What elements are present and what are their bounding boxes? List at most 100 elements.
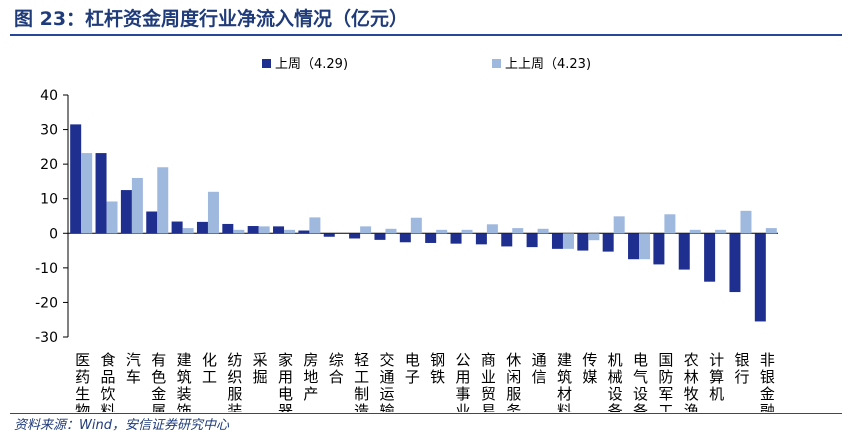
bar-prior-week <box>81 153 93 234</box>
x-category-label: 计算机 <box>709 351 724 403</box>
bar-prior-week <box>664 214 676 234</box>
bar-last-week <box>551 233 563 249</box>
bar-last-week <box>196 221 208 234</box>
bar-last-week <box>425 233 437 243</box>
bar-prior-week <box>639 233 651 260</box>
bar-last-week <box>247 226 259 234</box>
source-divider <box>10 413 842 414</box>
x-category-label: 有色金属 <box>151 351 166 412</box>
legend: 上周（4.29) 上上周（4.23) <box>262 57 591 72</box>
y-tick-label: 10 <box>40 192 58 208</box>
title-divider <box>10 34 842 36</box>
x-category-label: 家用电器 <box>278 351 293 412</box>
legend-label: 上上周（4.23) <box>505 57 591 72</box>
x-category-label: 商业贸易 <box>481 351 496 412</box>
y-tick-label: 40 <box>40 88 58 104</box>
bar-last-week <box>754 233 766 322</box>
legend-swatch <box>492 59 501 68</box>
bar-prior-week <box>436 229 448 234</box>
y-tick-label: -30 <box>35 330 58 346</box>
y-tick-label: -20 <box>35 295 58 311</box>
bar-last-week <box>95 153 107 234</box>
x-axis-labels: 医药生物食品饮料汽车有色金属建筑装饰化工纺织服装采掘家用电器房地产综合轻工制造交… <box>75 351 775 412</box>
bar-prior-week <box>740 210 752 234</box>
bar-last-week <box>120 190 132 234</box>
y-axis: 40 30 20 10 0 -10 -20 -30 <box>35 88 69 346</box>
bar-prior-week <box>486 224 498 234</box>
x-category-label: 银行 <box>734 351 749 386</box>
x-category-label: 纺织服装 <box>227 351 242 412</box>
x-category-label: 国防军工 <box>658 351 673 412</box>
x-category-label: 交通运输 <box>379 351 394 412</box>
legend-label: 上周（4.29) <box>275 57 348 72</box>
bars <box>68 124 778 322</box>
figure-title: 图 23：杠杆资金周度行业净流入情况（亿元） <box>14 8 409 30</box>
y-tick-label: 30 <box>40 123 58 139</box>
x-category-label: 农林牧渔 <box>684 351 699 412</box>
bar-prior-week <box>106 201 118 234</box>
bar-last-week <box>323 233 335 237</box>
bar-prior-week <box>562 233 574 249</box>
bar-prior-week <box>512 228 524 234</box>
bar-last-week <box>171 221 183 234</box>
bar-prior-week <box>715 229 727 234</box>
x-category-label: 传媒 <box>582 351 597 386</box>
bar-last-week <box>374 233 386 240</box>
bar-prior-week <box>410 217 422 234</box>
bar-prior-week <box>182 228 194 234</box>
bar-last-week <box>678 233 690 270</box>
x-category-label: 医药生物 <box>75 351 90 412</box>
x-category-label: 通信 <box>532 351 547 386</box>
bar-prior-week <box>385 228 397 234</box>
bar-last-week <box>628 233 640 260</box>
x-category-label: 机械设备 <box>608 351 623 412</box>
x-category-label: 化工 <box>202 351 217 386</box>
source-note: 资料来源：Wind，安信证券研究中心 <box>14 418 229 433</box>
x-category-label: 房地产 <box>303 351 318 403</box>
bar-last-week <box>577 233 589 251</box>
x-category-label: 钢铁 <box>430 351 445 386</box>
bar-prior-week <box>689 229 701 234</box>
bar-last-week <box>146 211 158 234</box>
bar-prior-week <box>613 216 625 234</box>
y-tick-label: 0 <box>49 226 58 242</box>
x-category-label: 综合 <box>329 351 344 386</box>
bar-prior-week <box>360 226 372 234</box>
bar-prior-week <box>765 228 777 234</box>
bar-prior-week <box>157 167 169 234</box>
bar-last-week <box>475 233 487 245</box>
x-category-label: 建筑材料 <box>557 351 572 412</box>
legend-swatch <box>262 59 271 68</box>
bar-chart: 上周（4.29) 上上周（4.23) 40 30 20 10 0 -10 -20 -30 医药生… <box>35 57 778 412</box>
x-category-label: 汽车 <box>126 351 141 386</box>
bar-last-week <box>70 124 82 234</box>
bar-last-week <box>450 233 462 244</box>
bar-last-week <box>653 233 665 265</box>
y-tick-label: -10 <box>35 261 58 277</box>
bar-last-week <box>273 226 285 234</box>
bar-last-week <box>729 233 741 293</box>
bar-prior-week <box>131 177 143 234</box>
bar-prior-week <box>258 226 270 234</box>
bar-prior-week <box>284 229 296 234</box>
x-category-label: 休闲服务 <box>506 351 521 412</box>
bar-last-week <box>501 233 513 247</box>
bar-last-week <box>349 233 361 239</box>
bar-last-week <box>704 233 716 282</box>
x-category-label: 建筑装饰 <box>177 351 192 412</box>
x-category-label: 轻工制造 <box>354 351 369 412</box>
bar-last-week <box>602 233 614 252</box>
bar-prior-week <box>588 233 600 241</box>
x-category-label: 非银金融 <box>760 351 775 412</box>
bar-last-week <box>399 233 411 243</box>
x-category-label: 食品饮料 <box>101 351 116 412</box>
x-category-label: 电气设备 <box>633 351 648 412</box>
y-tick-label: 20 <box>40 157 58 173</box>
bar-last-week <box>298 230 310 234</box>
x-category-label: 采掘 <box>253 351 268 386</box>
bar-prior-week <box>309 217 321 234</box>
bar-prior-week <box>537 228 549 234</box>
bar-last-week <box>526 233 538 248</box>
bar-prior-week <box>233 229 245 234</box>
bar-prior-week <box>461 229 473 234</box>
